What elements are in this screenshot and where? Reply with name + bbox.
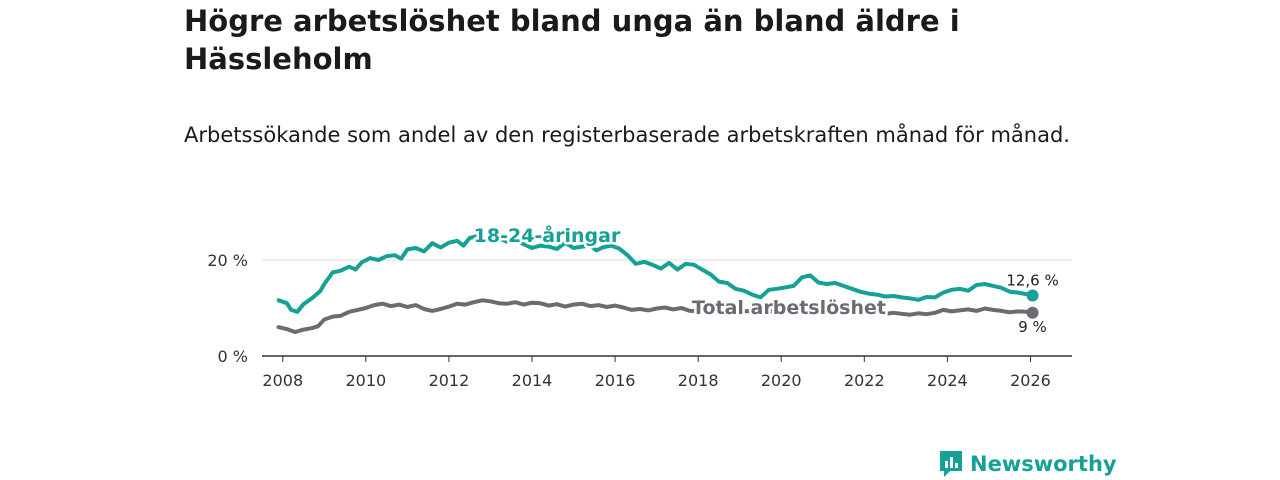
x-tick-label: 2012 xyxy=(429,371,470,390)
y-tick-label: 20 % xyxy=(207,251,248,270)
y-tick-label: 0 % xyxy=(218,347,248,366)
series-end-dot-youth xyxy=(1026,289,1039,302)
x-tick-label: 2022 xyxy=(844,371,885,390)
x-tick-label: 2020 xyxy=(761,371,802,390)
series-end-label-youth: 12,6 % xyxy=(1006,272,1058,290)
x-tick-label: 2026 xyxy=(1010,371,1051,390)
series-line-youth xyxy=(276,234,1035,314)
series-name-label-youth: 18-24-åringar xyxy=(474,223,621,247)
series-end-label-total: 9 % xyxy=(1018,318,1047,336)
y-axis-ticks: 0 % 20 % xyxy=(207,251,248,366)
x-tick-label: 2016 xyxy=(595,371,636,390)
chart-title: Högre arbetslöshet bland unga än bland ä… xyxy=(184,4,960,76)
series-name-label-total: Total arbetslöshet xyxy=(692,297,886,319)
series-line-total xyxy=(276,298,1035,334)
x-tick-label: 2010 xyxy=(345,371,386,390)
x-tick-label: 2024 xyxy=(927,371,968,390)
x-tick-label: 2008 xyxy=(262,371,303,390)
series-end-dot-total xyxy=(1026,306,1039,319)
series-lines: 12,6 % 9 % xyxy=(276,234,1059,336)
newsworthy-logo-text: Newsworthy xyxy=(970,452,1117,476)
x-tick-label: 2014 xyxy=(512,371,553,390)
newsworthy-logo-icon xyxy=(940,451,962,477)
x-axis-ticks: 2008 2010 2012 2014 2016 2018 2020 2022 2024 2026 xyxy=(262,356,1051,390)
newsworthy-logo: Newsworthy xyxy=(938,449,1117,479)
series-labels: 18-24-åringar Total arbetslöshet xyxy=(471,221,888,322)
x-tick-label: 2018 xyxy=(678,371,719,390)
chart-subtitle: Arbetssökande som andel av den registerb… xyxy=(184,123,1070,147)
